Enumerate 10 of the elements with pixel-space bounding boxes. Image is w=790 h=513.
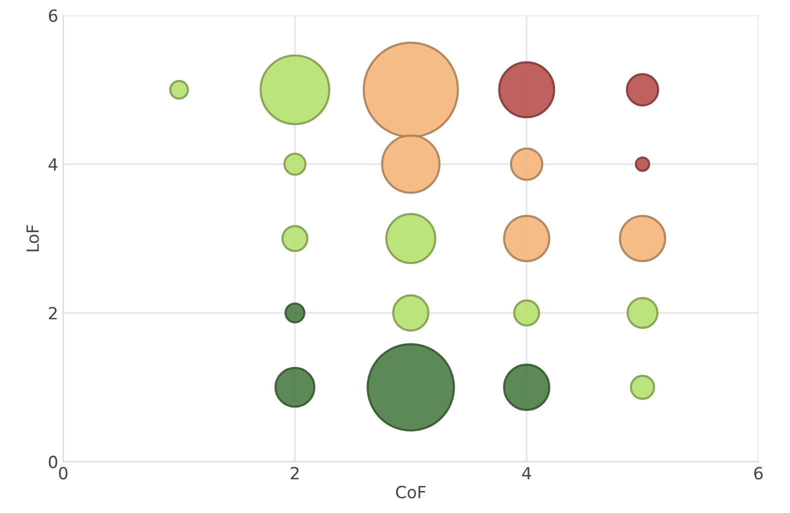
x-tick-label: 6	[754, 466, 763, 480]
x-tick-label: 2	[290, 466, 299, 480]
y-tick-label: 6	[48, 9, 58, 22]
y-tick-label: 2	[48, 306, 57, 320]
x-tick-label: 4	[522, 467, 532, 480]
x-axis-title: CoF	[396, 486, 426, 498]
y-tick-label: 0	[48, 456, 58, 468]
x-tick-label: 0	[58, 466, 68, 480]
y-axis-title: LoF	[26, 225, 39, 252]
y-tick-label: 4	[48, 158, 58, 170]
